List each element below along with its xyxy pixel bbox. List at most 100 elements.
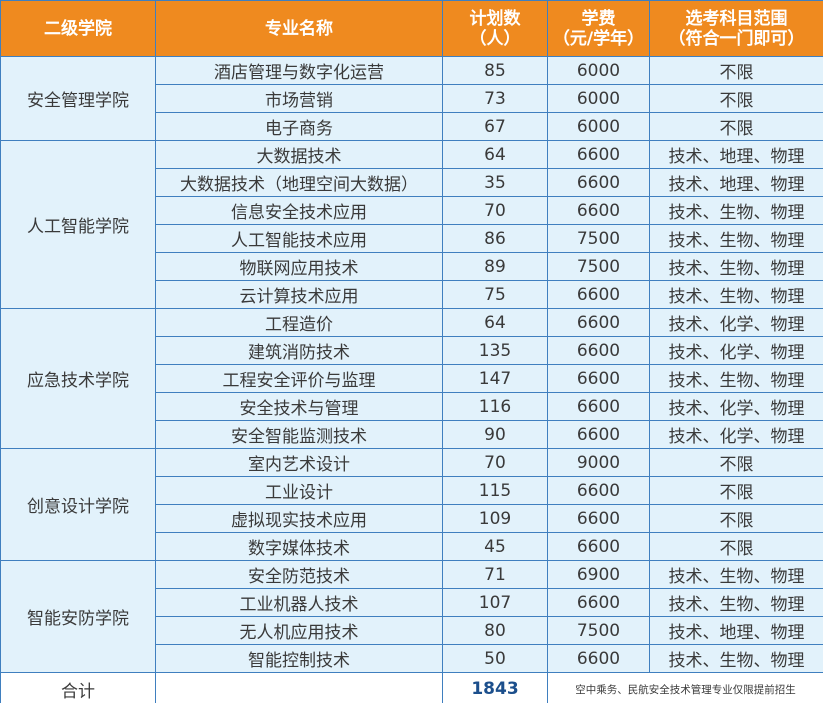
major-name: 大数据技术 (155, 140, 443, 169)
tuition-fee: 6600 (547, 644, 650, 673)
header-college: 二级学院 (0, 0, 156, 57)
major-name: 市场营销 (155, 84, 443, 113)
major-name: 智能控制技术 (155, 644, 443, 673)
tuition-fee: 6600 (547, 532, 650, 561)
table-row: 安全管理学院 酒店管理与数字化运营 85 6000 不限 (0, 56, 823, 141)
subject-range: 技术、生物、物理 (649, 224, 823, 253)
header-subjects: 选考科目范围 （符合一门即可） (649, 0, 823, 57)
subject-range: 技术、生物、物理 (649, 280, 823, 309)
table-row: 数字媒体技术 45 6600 不限 (1, 532, 823, 561)
table-row: 市场营销 73 6000 不限 (1, 84, 823, 113)
major-name: 安全技术与管理 (155, 392, 443, 421)
tuition-fee: 7500 (547, 224, 650, 253)
major-name: 无人机应用技术 (155, 616, 443, 645)
tuition-fee: 6000 (547, 112, 650, 141)
tuition-fee: 6600 (547, 476, 650, 505)
plan-count: 107 (442, 588, 548, 617)
plan-count: 109 (442, 504, 548, 533)
subject-range: 技术、生物、物理 (649, 252, 823, 281)
major-name: 云计算技术应用 (155, 280, 443, 309)
major-name: 酒店管理与数字化运营 (155, 56, 443, 85)
table-row: 大数据技术（地理空间大数据） 35 6600 技术、地理、物理 (1, 168, 823, 197)
table-row: 安全技术与管理 116 6600 技术、化学、物理 (1, 392, 823, 421)
major-name: 安全智能监测技术 (155, 420, 443, 449)
total-empty-cell (155, 672, 443, 703)
plan-count: 70 (442, 448, 548, 477)
college-name: 智能安防学院 (0, 560, 156, 673)
tuition-fee: 6600 (547, 140, 650, 169)
major-name: 建筑消防技术 (155, 336, 443, 365)
major-name: 室内艺术设计 (155, 448, 443, 477)
major-name: 工程造价 (155, 308, 443, 337)
header-row: 二级学院 专业名称 计划数 （人） 学费 （元/学年） 选考科目范围 （符合一门… (0, 0, 823, 57)
major-name: 虚拟现实技术应用 (155, 504, 443, 533)
tuition-fee: 6600 (547, 504, 650, 533)
total-row: 合计 1843 空中乘务、民航安全技术管理专业仅限提前招生 (0, 672, 823, 703)
major-name: 工业机器人技术 (155, 588, 443, 617)
subject-range: 不限 (649, 476, 823, 505)
table-row: 工程安全评价与监理 147 6600 技术、生物、物理 (1, 364, 823, 393)
tuition-fee: 9000 (547, 448, 650, 477)
tuition-fee: 6600 (547, 168, 650, 197)
plan-count: 71 (442, 560, 548, 589)
plan-count: 85 (442, 56, 548, 85)
subject-range: 不限 (649, 112, 823, 141)
plan-count: 50 (442, 644, 548, 673)
plan-count: 45 (442, 532, 548, 561)
table-row: 创意设计学院 室内艺术设计 70 9000 不限 (0, 448, 823, 561)
table-row: 建筑消防技术 135 6600 技术、化学、物理 (1, 336, 823, 365)
table-row: 智能控制技术 50 6600 技术、生物、物理 (1, 644, 823, 673)
plan-count: 73 (442, 84, 548, 113)
plan-count: 35 (442, 168, 548, 197)
subject-range: 技术、化学、物理 (649, 420, 823, 449)
tuition-fee: 7500 (547, 252, 650, 281)
header-plan: 计划数 （人） (442, 0, 548, 57)
plan-count: 75 (442, 280, 548, 309)
table-row: 应急技术学院 工程造价 64 6600 技术、化学、物理 (0, 308, 823, 449)
subject-range: 不限 (649, 448, 823, 477)
tuition-fee: 7500 (547, 616, 650, 645)
major-name: 工程安全评价与监理 (155, 364, 443, 393)
plan-count: 64 (442, 308, 548, 337)
subject-range: 不限 (649, 532, 823, 561)
table-row: 人工智能学院 大数据技术 64 6600 技术、地理、物理 (0, 140, 823, 309)
major-name: 物联网应用技术 (155, 252, 443, 281)
header-major: 专业名称 (155, 0, 443, 57)
plan-count: 89 (442, 252, 548, 281)
tuition-fee: 6600 (547, 420, 650, 449)
subject-range: 技术、化学、物理 (649, 308, 823, 337)
major-name: 人工智能技术应用 (155, 224, 443, 253)
table-row: 智能安防学院 安全防范技术 71 6900 技术、生物、物理 (0, 560, 823, 673)
plan-count: 70 (442, 196, 548, 225)
tuition-fee: 6600 (547, 336, 650, 365)
college-name: 创意设计学院 (0, 448, 156, 561)
total-label: 合计 (0, 672, 156, 703)
table-body: 安全管理学院 酒店管理与数字化运营 85 6000 不限 市场营销 73 6000 不限 电子商务… (0, 56, 823, 673)
subject-range: 技术、化学、物理 (649, 336, 823, 365)
tuition-fee: 6000 (547, 84, 650, 113)
table-row: 物联网应用技术 89 7500 技术、生物、物理 (1, 252, 823, 281)
plan-count: 64 (442, 140, 548, 169)
plan-count: 90 (442, 420, 548, 449)
plan-count: 147 (442, 364, 548, 393)
subject-range: 技术、生物、物理 (649, 644, 823, 673)
tuition-fee: 6600 (547, 308, 650, 337)
tuition-fee: 6900 (547, 560, 650, 589)
tuition-fee: 6600 (547, 392, 650, 421)
table-row: 无人机应用技术 80 7500 技术、地理、物理 (1, 616, 823, 645)
major-name: 工业设计 (155, 476, 443, 505)
tuition-fee: 6000 (547, 56, 650, 85)
table-row: 信息安全技术应用 70 6600 技术、生物、物理 (1, 196, 823, 225)
subject-range: 不限 (649, 56, 823, 85)
plan-count: 86 (442, 224, 548, 253)
subject-range: 技术、生物、物理 (649, 196, 823, 225)
subject-range: 技术、化学、物理 (649, 392, 823, 421)
tuition-fee: 6600 (547, 280, 650, 309)
subject-range: 技术、生物、物理 (649, 364, 823, 393)
subject-range: 技术、地理、物理 (649, 168, 823, 197)
plan-count: 67 (442, 112, 548, 141)
tuition-fee: 6600 (547, 364, 650, 393)
plan-count: 116 (442, 392, 548, 421)
tuition-fee: 6600 (547, 196, 650, 225)
